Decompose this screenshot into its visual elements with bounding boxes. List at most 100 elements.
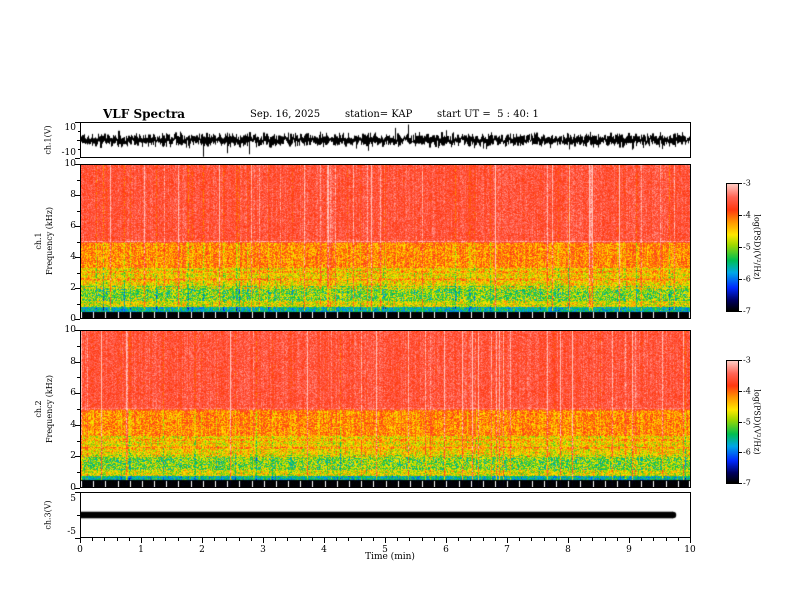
tick-mark	[117, 538, 118, 541]
tick-mark	[214, 538, 215, 541]
x-tick-label: 7	[504, 545, 510, 555]
colorbar-tick-label: -5	[743, 242, 751, 252]
tick-mark	[300, 538, 301, 541]
y-tick-label: 5	[70, 494, 76, 504]
tick-mark	[75, 393, 80, 395]
y-tick-label: 0	[70, 483, 76, 493]
tick-mark	[77, 140, 80, 141]
y-tick-label: 6	[70, 221, 76, 231]
tick-mark	[348, 538, 349, 541]
tick-mark	[739, 215, 742, 216]
tick-mark	[312, 538, 313, 541]
colorbar-ch1-gradient	[727, 184, 738, 311]
colorbar-tick-label: -7	[743, 478, 751, 488]
tick-mark	[739, 247, 742, 248]
ch1-label-line2: Frequency (kHz)	[45, 206, 54, 276]
tick-mark	[77, 472, 80, 474]
tick-mark	[75, 319, 80, 320]
time-axis-label: Time (min)	[365, 552, 415, 562]
tick-mark	[605, 538, 606, 541]
tick-mark	[678, 538, 679, 541]
y-tick-label: 2	[70, 283, 76, 293]
tick-mark	[385, 538, 386, 543]
tick-mark	[666, 538, 667, 541]
y-tick-label: 0	[70, 314, 76, 324]
tick-mark	[739, 452, 742, 454]
colorbar-tick-label: -7	[743, 306, 751, 316]
x-tick-label: 0	[77, 545, 83, 555]
tick-mark	[336, 538, 337, 541]
tick-mark	[77, 345, 80, 347]
tick-mark	[653, 538, 654, 541]
x-tick-label: 4	[321, 545, 327, 555]
ch1-label-line1: ch.1	[34, 232, 43, 250]
x-tick-label: 1	[138, 545, 144, 555]
tick-mark	[483, 538, 484, 541]
tick-mark	[275, 538, 276, 541]
tick-mark	[239, 538, 240, 541]
ch1-spectrogram-panel	[80, 164, 691, 319]
y-tick-label: 4	[70, 419, 76, 430]
tick-mark	[226, 538, 227, 541]
tick-mark	[77, 241, 80, 243]
tick-mark	[104, 538, 105, 541]
tick-mark	[531, 538, 532, 541]
tick-mark	[507, 538, 508, 543]
tick-mark	[77, 377, 80, 379]
header-start-ut: start UT = 5 : 40: 1	[437, 109, 539, 120]
colorbar-tick-label: -6	[743, 274, 751, 284]
tick-mark	[470, 538, 471, 541]
tick-mark	[739, 311, 742, 312]
tick-mark	[568, 538, 569, 543]
ch1-waveform-canvas	[81, 123, 690, 157]
tick-mark	[324, 538, 325, 543]
tick-mark	[397, 538, 398, 541]
y-tick-label: 10	[64, 159, 76, 169]
y-tick-label: 8	[70, 190, 76, 200]
colorbar-tick-label: -4	[743, 386, 751, 396]
colorbar-tick-label: -5	[743, 417, 751, 426]
tick-mark	[178, 538, 179, 541]
y-tick-label: 2	[70, 451, 76, 462]
tick-mark	[434, 538, 435, 541]
tick-mark	[629, 538, 630, 543]
tick-mark	[75, 488, 80, 489]
tick-mark	[592, 538, 593, 541]
tick-mark	[519, 538, 520, 541]
ch3-waveform-canvas	[81, 493, 690, 537]
ch1-frequency-axis-label: ch.1 Frequency (kHz)	[33, 207, 55, 275]
y-tick-label: 10	[64, 123, 76, 133]
figure-title: VLF Spectra	[103, 107, 186, 121]
tick-mark	[153, 538, 154, 541]
tick-mark	[75, 456, 80, 458]
tick-mark	[287, 538, 288, 541]
x-tick-label: 6	[443, 545, 449, 555]
tick-mark	[78, 131, 80, 132]
y-tick-label: 8	[70, 356, 76, 367]
tick-mark	[75, 538, 80, 539]
tick-mark	[77, 440, 80, 442]
tick-mark	[263, 538, 264, 543]
ch3-waveform-panel	[80, 492, 691, 538]
colorbar-ch2	[726, 360, 739, 484]
colorbar-ch1	[726, 183, 739, 312]
tick-mark	[202, 538, 203, 543]
ch3-voltage-axis-label: ch.3(V)	[43, 500, 53, 530]
tick-mark	[544, 538, 545, 541]
tick-mark	[739, 360, 742, 361]
tick-mark	[739, 183, 742, 184]
tick-mark	[75, 288, 80, 289]
tick-mark	[75, 492, 80, 493]
tick-mark	[75, 158, 80, 159]
header-station: station= KAP	[345, 109, 413, 120]
tick-mark	[556, 538, 557, 541]
tick-mark	[92, 538, 93, 541]
ch2-label-line1: ch.2	[34, 400, 43, 418]
y-tick-label: 4	[70, 252, 76, 262]
ch2-label-line2: Frequency (kHz)	[45, 374, 54, 444]
tick-mark	[361, 538, 362, 541]
tick-mark	[409, 538, 410, 541]
tick-mark	[617, 538, 618, 541]
colorbar-tick-label: -3	[743, 355, 751, 365]
tick-mark	[77, 210, 80, 212]
